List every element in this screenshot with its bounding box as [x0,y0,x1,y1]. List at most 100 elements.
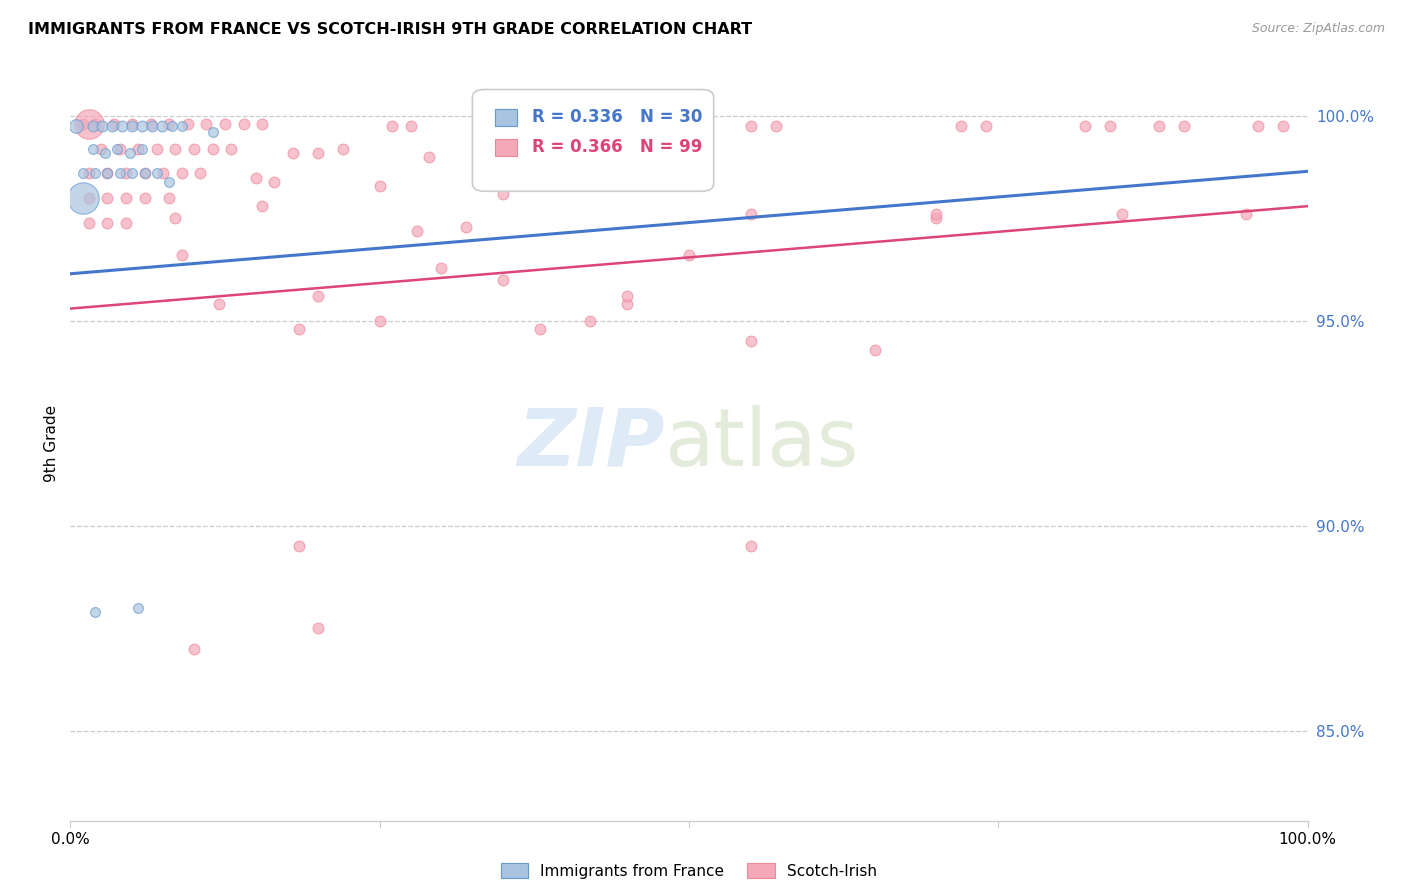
Point [77,117,100,131]
Point [96,191,118,205]
Point [368,314,391,328]
Point [127,600,149,615]
Point [121,117,143,131]
Point [141,120,163,134]
Point [121,120,143,134]
Point [332,142,354,156]
Point [925,207,948,221]
Point [165,211,187,226]
Point [765,120,787,134]
Text: R = 0.336   N = 30: R = 0.336 N = 30 [531,108,702,126]
Point [77,216,100,230]
Point [115,166,138,180]
Text: ZIP: ZIP [517,405,664,483]
Point [65,120,87,134]
Point [84,117,107,131]
Point [678,248,700,262]
Point [101,120,124,134]
Point [529,162,551,177]
Point [108,142,131,156]
Point [950,120,973,134]
Point [183,641,205,656]
Text: Source: ZipAtlas.com: Source: ZipAtlas.com [1251,22,1385,36]
Point [134,166,156,180]
Point [103,117,125,131]
Point [77,166,100,180]
Point [160,120,183,134]
Point [399,120,422,134]
Point [201,125,224,139]
Point [288,539,311,553]
Point [616,289,638,303]
Point [94,145,117,160]
Point [150,120,173,134]
Point [616,297,638,311]
Point [418,150,440,164]
Point [529,322,551,336]
Point [72,166,94,180]
FancyBboxPatch shape [495,139,517,156]
Point [281,145,304,160]
Point [91,120,114,134]
Point [1173,120,1195,134]
Point [1098,120,1121,134]
Point [245,170,267,185]
Point [381,120,404,134]
Point [195,117,218,131]
Point [82,142,104,156]
FancyBboxPatch shape [495,109,517,126]
Point [492,186,515,201]
Point [307,289,329,303]
Point [82,120,104,134]
Point [456,219,478,234]
FancyBboxPatch shape [472,89,714,191]
Point [121,166,143,180]
Point [183,142,205,156]
Point [263,175,285,189]
Point [1271,120,1294,134]
Point [139,117,162,131]
Point [307,621,329,635]
Point [157,191,180,205]
Point [188,166,211,180]
Point [96,166,118,180]
Point [232,117,254,131]
Point [111,120,134,134]
Point [108,166,131,180]
Point [152,166,174,180]
Point [96,166,118,180]
Point [288,322,311,336]
Point [170,120,193,134]
Point [157,175,180,189]
Point [1247,120,1270,134]
Point [146,166,169,180]
Point [77,191,100,205]
Point [177,117,200,131]
Point [72,117,94,131]
Point [201,142,224,156]
Point [740,539,762,553]
Point [740,120,762,134]
Point [1147,120,1170,134]
Point [579,314,602,328]
Point [134,191,156,205]
Point [492,273,515,287]
Point [579,162,602,177]
Point [430,260,453,275]
Point [157,117,180,131]
Point [368,178,391,193]
Legend: Immigrants from France, Scotch-Irish: Immigrants from France, Scotch-Irish [495,856,883,885]
Point [84,605,107,619]
Text: atlas: atlas [664,405,859,483]
Point [863,343,886,357]
Point [170,166,193,180]
Point [134,166,156,180]
Point [170,248,193,262]
Point [146,142,169,156]
Point [925,211,948,226]
Point [96,216,118,230]
Point [72,191,94,205]
Text: IMMIGRANTS FROM FRANCE VS SCOTCH-IRISH 9TH GRADE CORRELATION CHART: IMMIGRANTS FROM FRANCE VS SCOTCH-IRISH 9… [28,22,752,37]
Point [105,142,128,156]
Point [84,166,107,180]
